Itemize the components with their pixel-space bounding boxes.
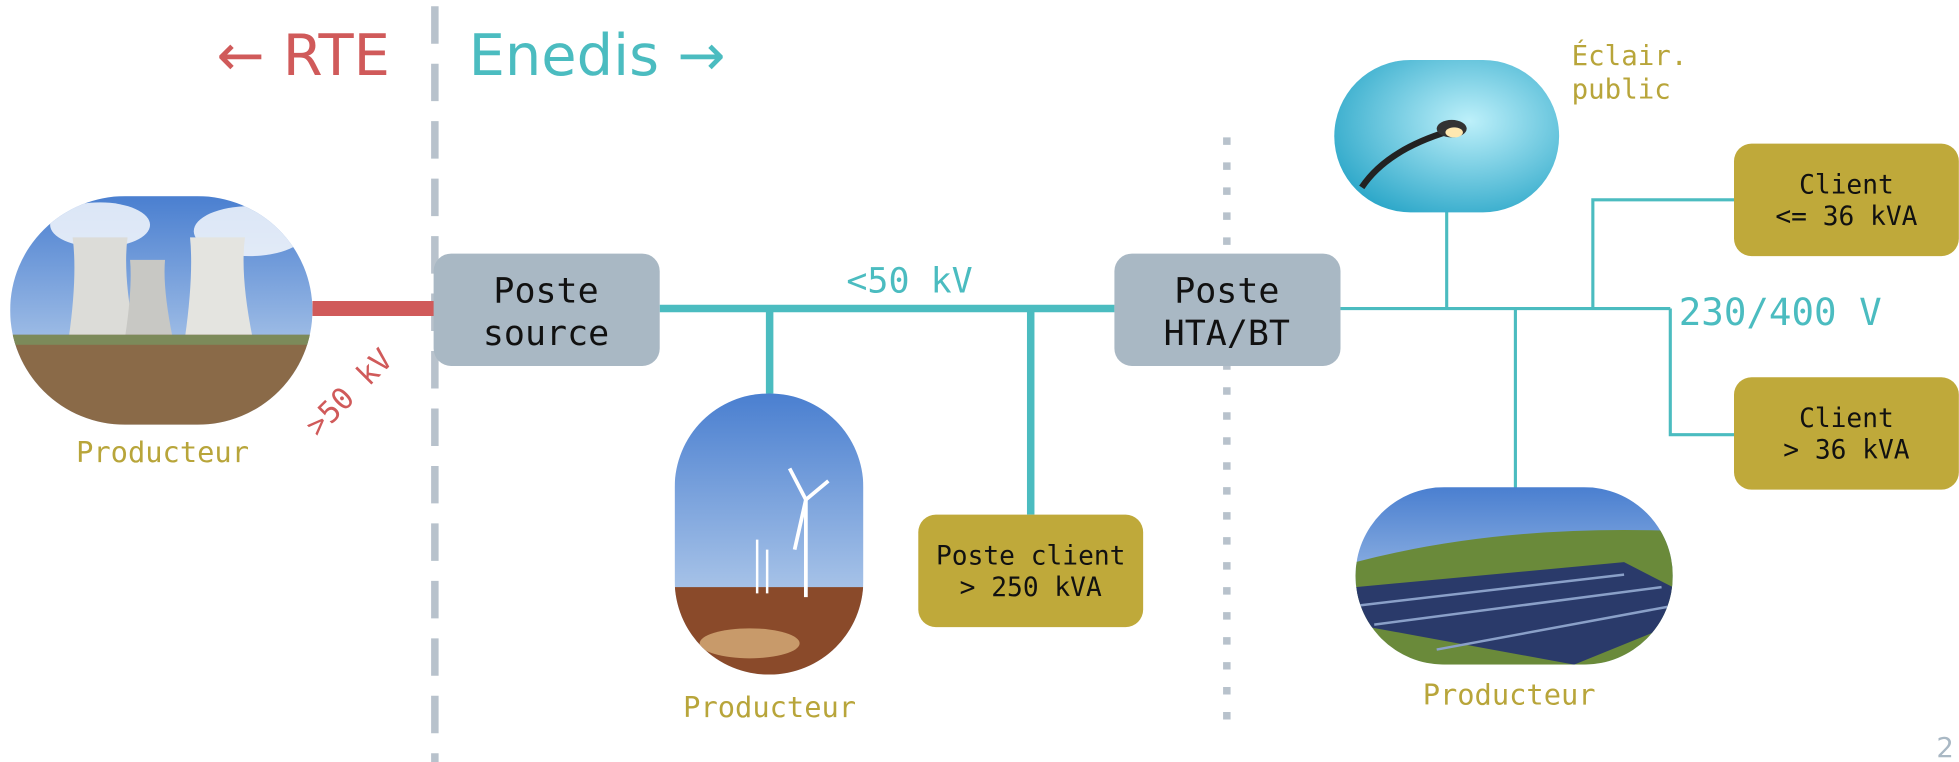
node-label: HTA/BT — [1164, 314, 1290, 354]
nuclear-photo — [10, 196, 313, 425]
node-label: Poste — [493, 271, 598, 311]
node-label: Client — [1799, 171, 1894, 201]
voltage-label: <50 kV — [846, 261, 972, 301]
node-box — [1114, 253, 1341, 367]
node-label: Client — [1799, 404, 1894, 434]
network — [659, 198, 1735, 515]
wind-photo — [674, 393, 864, 675]
solar-photo — [1355, 487, 1673, 665]
voltage-label: 230/400 V — [1679, 290, 1882, 334]
page-number: 2 — [1936, 732, 1953, 762]
node-label: source — [483, 314, 609, 354]
node-box — [1734, 143, 1959, 257]
node-label: > 36 kVA — [1783, 435, 1909, 465]
lighting-label: public — [1572, 74, 1671, 106]
node-label: Poste — [1174, 271, 1279, 311]
producer-label: Producteur — [76, 435, 249, 469]
lighting-label: Éclair. — [1572, 38, 1688, 72]
node-box — [1734, 377, 1959, 490]
enedis-label: Enedis → — [469, 22, 726, 89]
node-label: Poste client — [936, 542, 1125, 572]
node-box — [433, 253, 660, 367]
producer-label: Producteur — [683, 690, 856, 724]
node-label: <= 36 kVA — [1775, 202, 1917, 232]
node-box — [918, 514, 1144, 628]
lamp-photo — [1334, 59, 1560, 213]
voltage-label: >50 kV — [299, 342, 400, 443]
producer-label: Producteur — [1423, 678, 1596, 712]
rte-label: ← RTE — [216, 22, 390, 89]
node-label: > 250 kVA — [960, 573, 1102, 603]
